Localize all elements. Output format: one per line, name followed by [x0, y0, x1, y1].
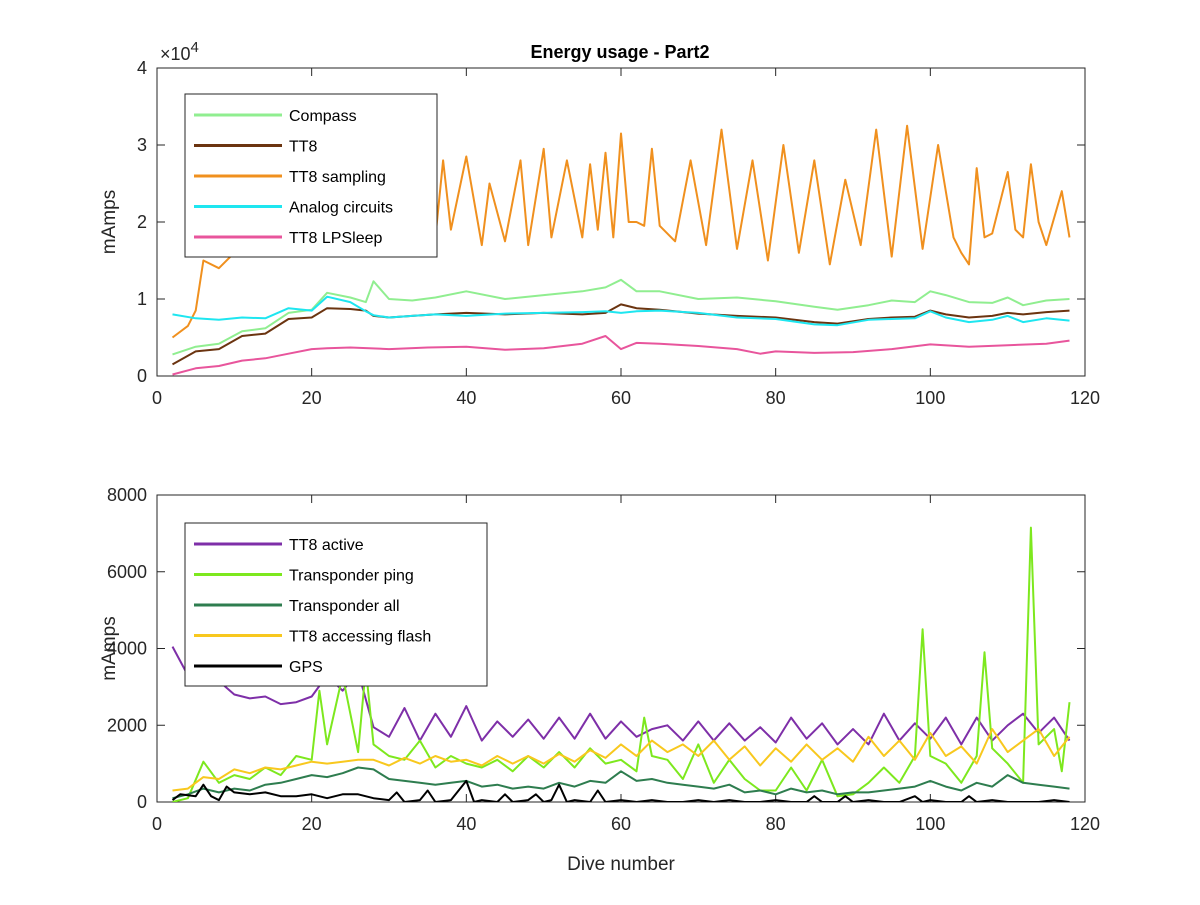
top-plot: 0 20 40 60 80 100 12001234×104mAmpsCompassTT8T… — [99, 39, 1100, 408]
legend-0: Compass TT8 TT8 sampling Analog circuits TT8… — [184, 93, 438, 258]
y-tick-label: 2000 — [107, 715, 147, 735]
x-tick-label: 80 — [766, 814, 786, 834]
x-tick-label: 120 — [1070, 814, 1100, 834]
y-tick-label: 0 — [137, 792, 147, 812]
legend-label-tt8-sampling: TT8 sampling — [289, 169, 386, 186]
y-axis-label: mAmps — [99, 616, 120, 680]
legend-label-gps: GPS — [289, 659, 323, 676]
y-tick-label: 6000 — [107, 562, 147, 582]
series-line-tt8-accessing-flash — [172, 728, 1071, 792]
x-axis-label: Dive number — [567, 854, 675, 875]
x-tick-label: 40 — [456, 814, 476, 834]
x-tick-label: 20 — [302, 388, 322, 408]
y-tick-label: 4 — [137, 58, 147, 78]
x-tick-label: 100 — [915, 388, 945, 408]
legend-label-tt8: TT8 — [289, 139, 318, 156]
legend-label-tt8-active: TT8 active — [289, 537, 364, 554]
y-tick-label: 3 — [137, 135, 147, 155]
x-tick-label: 100 — [915, 814, 945, 834]
legend-label-tt8-accessing-flash: TT8 accessing flash — [289, 629, 431, 646]
series-line-gps — [171, 779, 1070, 802]
y-tick-label: 0 — [137, 366, 147, 386]
y-tick-label: 4000 — [107, 639, 147, 659]
x-tick-label: 0 — [152, 388, 162, 408]
x-tick-label: 0 — [152, 814, 162, 834]
y-tick-label: 8000 — [107, 485, 147, 505]
legend-label-analog-circuits: Analog circuits — [289, 200, 393, 217]
bottom-plot: 0 20 40 60 80 100 120 0 2000 4000 6000 8000 mAmps Div… — [99, 485, 1100, 875]
series-line-transponder-ping — [172, 526, 1071, 802]
y-tick-label: 1 — [137, 289, 147, 309]
legend-label-transponder-ping: Transponder ping — [289, 568, 414, 585]
y-axis-label: mAmps — [99, 190, 120, 254]
legend-label-compass: Compass — [289, 108, 357, 125]
y-exponent-label: ×104 — [160, 39, 199, 64]
x-tick-label: 60 — [611, 814, 631, 834]
y-exponent-power: 4 — [191, 39, 199, 56]
x-tick-label: 80 — [766, 388, 786, 408]
series-line-tt8-lpsleep — [172, 335, 1070, 376]
y-tick-label: 2 — [137, 212, 147, 232]
legend-1: TT8 active Transponder ping Transponder al… — [184, 522, 488, 687]
series-line-transponder-all — [172, 766, 1070, 800]
legend-label-transponder-all: Transponder all — [289, 598, 400, 615]
series-line-analog-circuits — [172, 295, 1070, 327]
x-tick-label: 60 — [611, 388, 631, 408]
series-line-tt8 — [172, 303, 1070, 366]
chart-title: Energy usage - Part2 — [530, 42, 709, 62]
x-tick-label: 120 — [1070, 388, 1100, 408]
legend-label-tt8-lpsleep: TT8 LPSleep — [289, 230, 382, 247]
x-tick-label: 20 — [302, 814, 322, 834]
x-tick-label: 40 — [456, 388, 476, 408]
